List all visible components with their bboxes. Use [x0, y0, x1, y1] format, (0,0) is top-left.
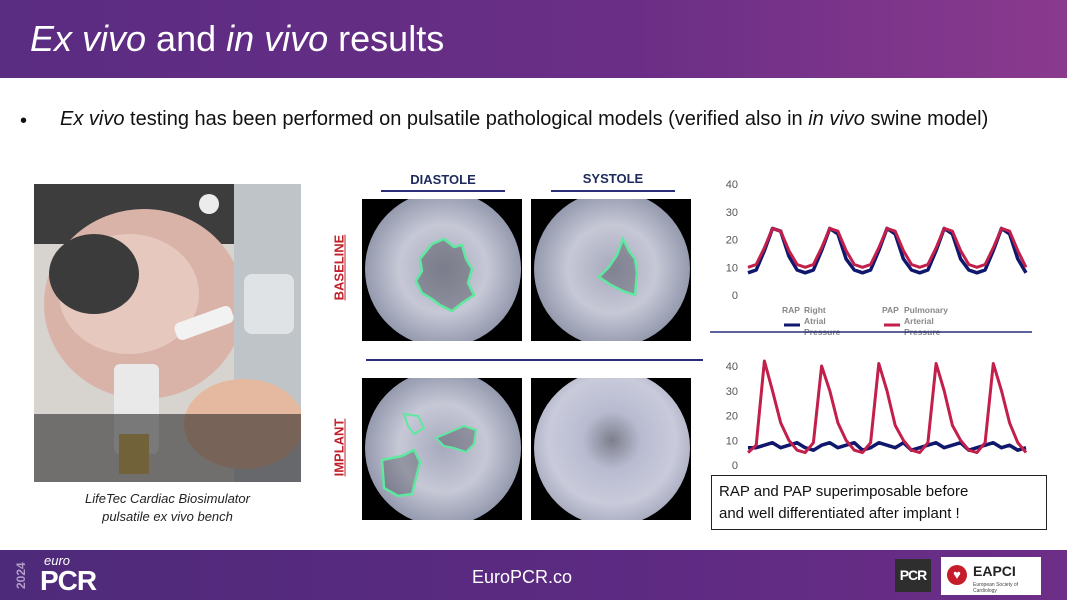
footer-year: 2024	[14, 562, 28, 590]
scope-baseline-diastole	[362, 199, 522, 341]
footer-website[interactable]: EuroPCR.co	[472, 567, 573, 587]
column-underline-systole	[551, 190, 675, 192]
eapci-subtitle: European Society of Cardiology	[973, 582, 1019, 594]
column-underline-diastole	[381, 190, 505, 192]
eapci-logo: ♥ EAPCI European Society of Cardiology	[941, 557, 1041, 595]
legend-label: Arterial	[904, 316, 934, 326]
slide-header: Ex vivo and in vivo results	[0, 0, 1067, 78]
pressure-chart-implant: 0 10 20 30 40	[726, 359, 1028, 472]
y-tick-label: 0	[732, 460, 738, 472]
column-label-systole: SYSTOLE	[582, 171, 644, 186]
y-tick-label: 10	[726, 435, 738, 447]
series-line-pap	[746, 359, 1028, 455]
valve-outline	[380, 412, 478, 498]
heart-icon: ♥	[947, 565, 967, 585]
y-tick-label: 0	[732, 290, 738, 302]
row-label-implant: IMPLANT	[331, 418, 347, 477]
legend-label: Atrial	[804, 316, 826, 326]
bullet-text: Ex vivo testing has been performed on pu…	[60, 108, 989, 130]
scope-implant-diastole	[362, 378, 522, 520]
y-tick-label: 40	[726, 179, 738, 191]
legend-label: Right	[804, 305, 826, 315]
y-tick-label: 30	[726, 207, 738, 219]
y-tick-label: 40	[726, 361, 738, 373]
y-tick-label: 20	[726, 411, 738, 423]
bench-photo-illustration	[34, 184, 301, 482]
valve-outline	[597, 235, 639, 297]
row-label-baseline: BASELINE	[331, 234, 347, 301]
results-note: RAP and PAP superimposable before and we…	[711, 475, 1047, 530]
photo-caption: LifeTec Cardiac Biosimulator pulsatile e…	[85, 491, 250, 524]
europcr-logo: PCR	[40, 565, 97, 596]
pcr-badge-logo: PCR	[895, 559, 931, 592]
series-line-rap	[748, 440, 1027, 452]
scope-implant-systole	[531, 378, 691, 520]
legend-abbr: PAP	[882, 305, 899, 315]
scope-baseline-systole	[531, 199, 691, 341]
bench-photo	[34, 184, 301, 482]
series-line-pap	[747, 226, 1028, 269]
y-tick-label: 20	[726, 235, 738, 247]
bullet-marker: •	[20, 110, 28, 132]
column-label-diastole: DIASTOLE	[410, 172, 476, 187]
footer-euro-label: euro	[44, 553, 71, 568]
legend-abbr: RAP	[782, 305, 800, 315]
valve-outline	[414, 237, 476, 313]
eapci-name: EAPCI	[973, 563, 1016, 579]
slide-title: Ex vivo and in vivo results	[30, 18, 445, 59]
slide-footer	[0, 550, 1067, 600]
y-tick-label: 30	[726, 386, 738, 398]
legend-label: Pulmonary	[904, 305, 948, 315]
y-tick-label: 10	[726, 262, 738, 274]
grid-divider	[366, 359, 703, 361]
